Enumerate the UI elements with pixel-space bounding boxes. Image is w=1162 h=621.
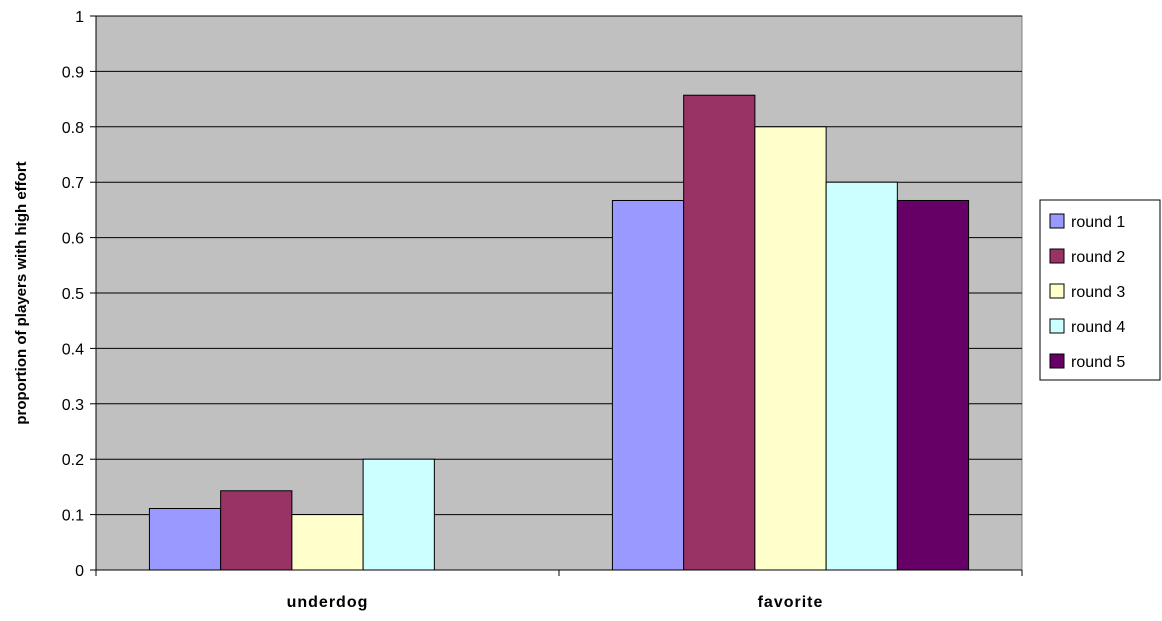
y-tick-label: 0.2 [62, 452, 84, 469]
bar-underdog-round-4 [362, 458, 435, 571]
x-category-label: underdog [287, 594, 369, 611]
bar-underdog-round-2 [220, 490, 293, 571]
x-category-label: favorite [758, 594, 824, 611]
y-tick-label: 0.7 [62, 175, 84, 192]
legend-swatch [1049, 283, 1065, 299]
legend-swatch [1049, 213, 1065, 229]
axes: 0 0.1 0.2 0.3 0.4 0.5 0.6 0.7 0.8 0.9 1 underdog fav… [62, 9, 1023, 611]
y-tick-label: 0.3 [62, 397, 84, 414]
bar-favorite-round-1 [611, 199, 685, 571]
y-tick-label: 1 [75, 9, 84, 26]
bar-favorite-round-2 [683, 94, 756, 571]
legend-label: round 2 [1071, 249, 1125, 266]
legend-label: round 1 [1071, 214, 1125, 231]
bars [148, 94, 970, 571]
legend: round 1 round 2 round 3 round 4 round 5 [1039, 199, 1161, 381]
bar-favorite-round-3 [754, 126, 827, 571]
legend-label: round 4 [1071, 319, 1125, 336]
y-tick-label: 0.5 [62, 286, 84, 303]
y-axis-title: proportion of players with high effort [13, 161, 30, 424]
bar-favorite-round-4 [825, 181, 898, 571]
y-tick-label: 0 [75, 563, 84, 580]
legend-swatch [1049, 248, 1065, 264]
legend-swatch [1049, 318, 1065, 334]
legend-label: round 3 [1071, 284, 1125, 301]
y-tick-label: 0.4 [62, 341, 84, 358]
bar-favorite-round-5 [896, 199, 970, 571]
bar-underdog-round-1 [148, 508, 222, 571]
y-tick-label: 0.1 [62, 508, 84, 525]
y-tick-label: 0.6 [62, 231, 84, 248]
y-tick-label: 0.8 [62, 120, 84, 137]
bar-underdog-round-3 [291, 514, 364, 571]
legend-label: round 5 [1071, 354, 1125, 371]
legend-swatch [1049, 353, 1065, 369]
y-tick-label: 0.9 [62, 64, 84, 81]
